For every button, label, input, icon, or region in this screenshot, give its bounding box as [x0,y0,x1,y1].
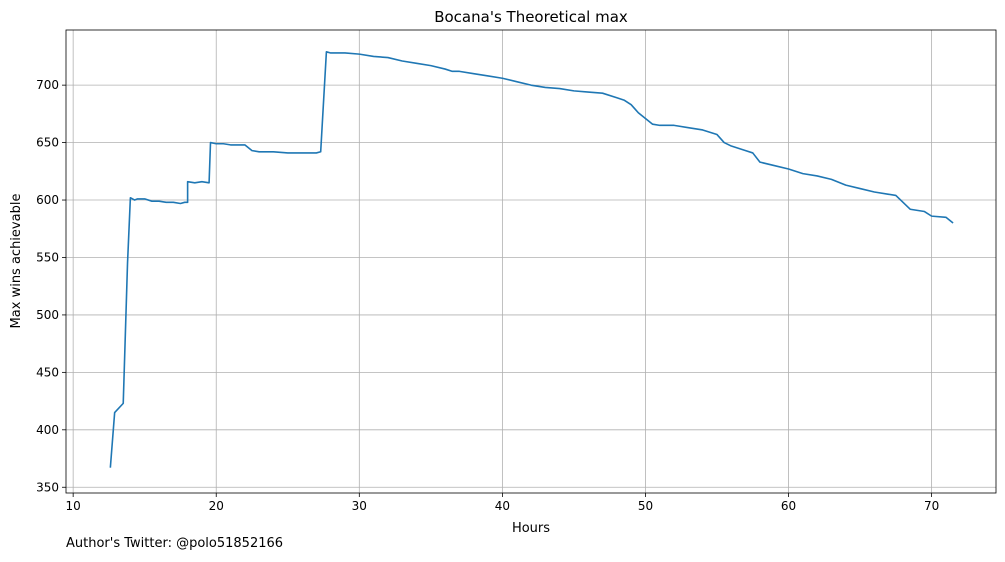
x-tick-label: 30 [352,499,367,513]
y-tick-label: 350 [36,480,59,494]
y-tick-label: 450 [36,365,59,379]
series-line [109,51,954,468]
author-footnote: Author's Twitter: @polo51852166 [66,536,284,551]
x-axis-label: Hours [512,521,550,536]
x-tick-label: 60 [781,499,796,513]
x-tick-label: 10 [66,499,81,513]
y-tick-label: 700 [36,78,59,92]
x-tick-label: 70 [924,499,939,513]
y-tick-label: 500 [36,308,59,322]
x-tick-label: 50 [638,499,653,513]
plot-area [66,30,996,493]
y-tick-label: 400 [36,423,59,437]
y-axis-label: Max wins achievable [9,194,24,329]
axis-ticks: 10 20 30 40 50 60 70 350 400 450 500 550 600 650 700 [36,78,939,513]
grid-lines [66,30,996,493]
x-tick-label: 20 [209,499,224,513]
plot-border [65,29,997,494]
y-tick-label: 550 [36,250,59,264]
series-lines [109,51,954,468]
chart-title: Bocana's Theoretical max [434,8,628,26]
y-tick-label: 600 [36,193,59,207]
x-tick-label: 40 [495,499,510,513]
y-tick-label: 650 [36,136,59,150]
